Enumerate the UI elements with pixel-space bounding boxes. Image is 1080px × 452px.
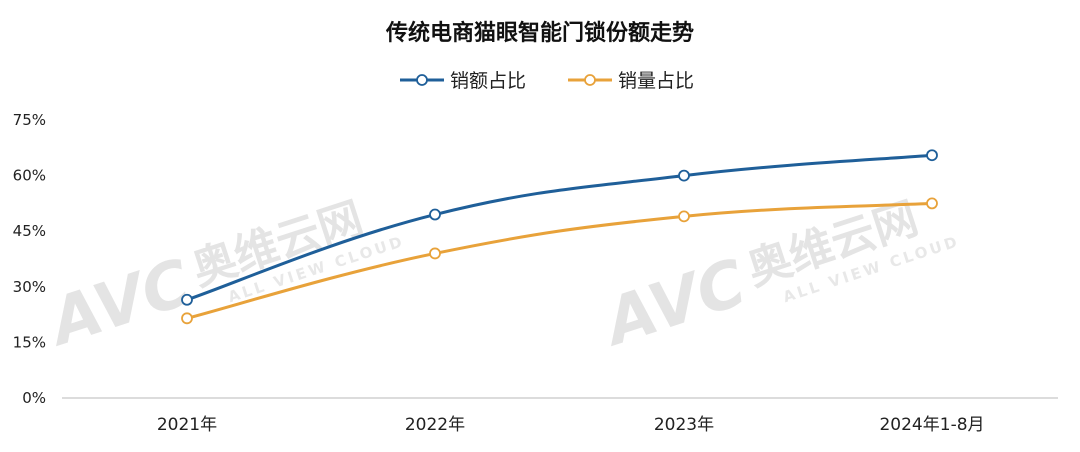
legend-label: 销量占比 xyxy=(618,70,694,92)
legend-item: 销量占比 xyxy=(568,70,694,92)
watermark-right: AVC 奥维云网 ALL VIEW CLOUD xyxy=(592,193,962,362)
data-point xyxy=(429,208,441,221)
series-2 xyxy=(181,197,938,325)
x-tick-label: 2024年1-8月 xyxy=(879,415,984,435)
data-point xyxy=(926,197,938,210)
series-1 xyxy=(181,149,938,306)
series-layer xyxy=(181,149,938,325)
data-point xyxy=(181,312,193,325)
watermark-left: AVC 奥维云网 ALL VIEW CLOUD xyxy=(37,193,407,362)
data-point xyxy=(678,210,690,223)
y-tick-label: 45% xyxy=(13,222,46,240)
x-tick-label: 2022年 xyxy=(405,415,465,435)
legend-item: 销额占比 xyxy=(400,70,526,92)
legend-label: 销额占比 xyxy=(450,70,526,92)
data-point xyxy=(181,293,193,306)
y-tick-label: 0% xyxy=(22,389,46,407)
legend-swatch-marker xyxy=(416,74,428,86)
legend: 销额占比 销量占比 xyxy=(400,70,694,92)
data-point xyxy=(678,169,690,182)
chart-title: 传统电商猫眼智能门锁份额走势 xyxy=(385,20,694,46)
x-tick-label: 2021年 xyxy=(157,415,217,435)
x-tick-label: 2023年 xyxy=(654,415,714,435)
series-line xyxy=(186,201,933,320)
y-axis: 0% 15% 30% 45% 60% 75% xyxy=(13,111,46,407)
data-point xyxy=(926,149,938,162)
y-tick-label: 30% xyxy=(13,278,46,296)
watermark-logo: AVC xyxy=(37,246,199,362)
data-point xyxy=(429,247,441,260)
watermark-logo: AVC xyxy=(592,246,754,362)
legend-swatch-marker xyxy=(584,74,596,86)
y-tick-label: 15% xyxy=(13,333,46,351)
series-line xyxy=(186,153,933,302)
y-tick-label: 75% xyxy=(13,111,46,129)
y-tick-label: 60% xyxy=(13,167,46,185)
x-axis: 2021年 2022年 2023年 2024年1-8月 xyxy=(157,415,985,435)
